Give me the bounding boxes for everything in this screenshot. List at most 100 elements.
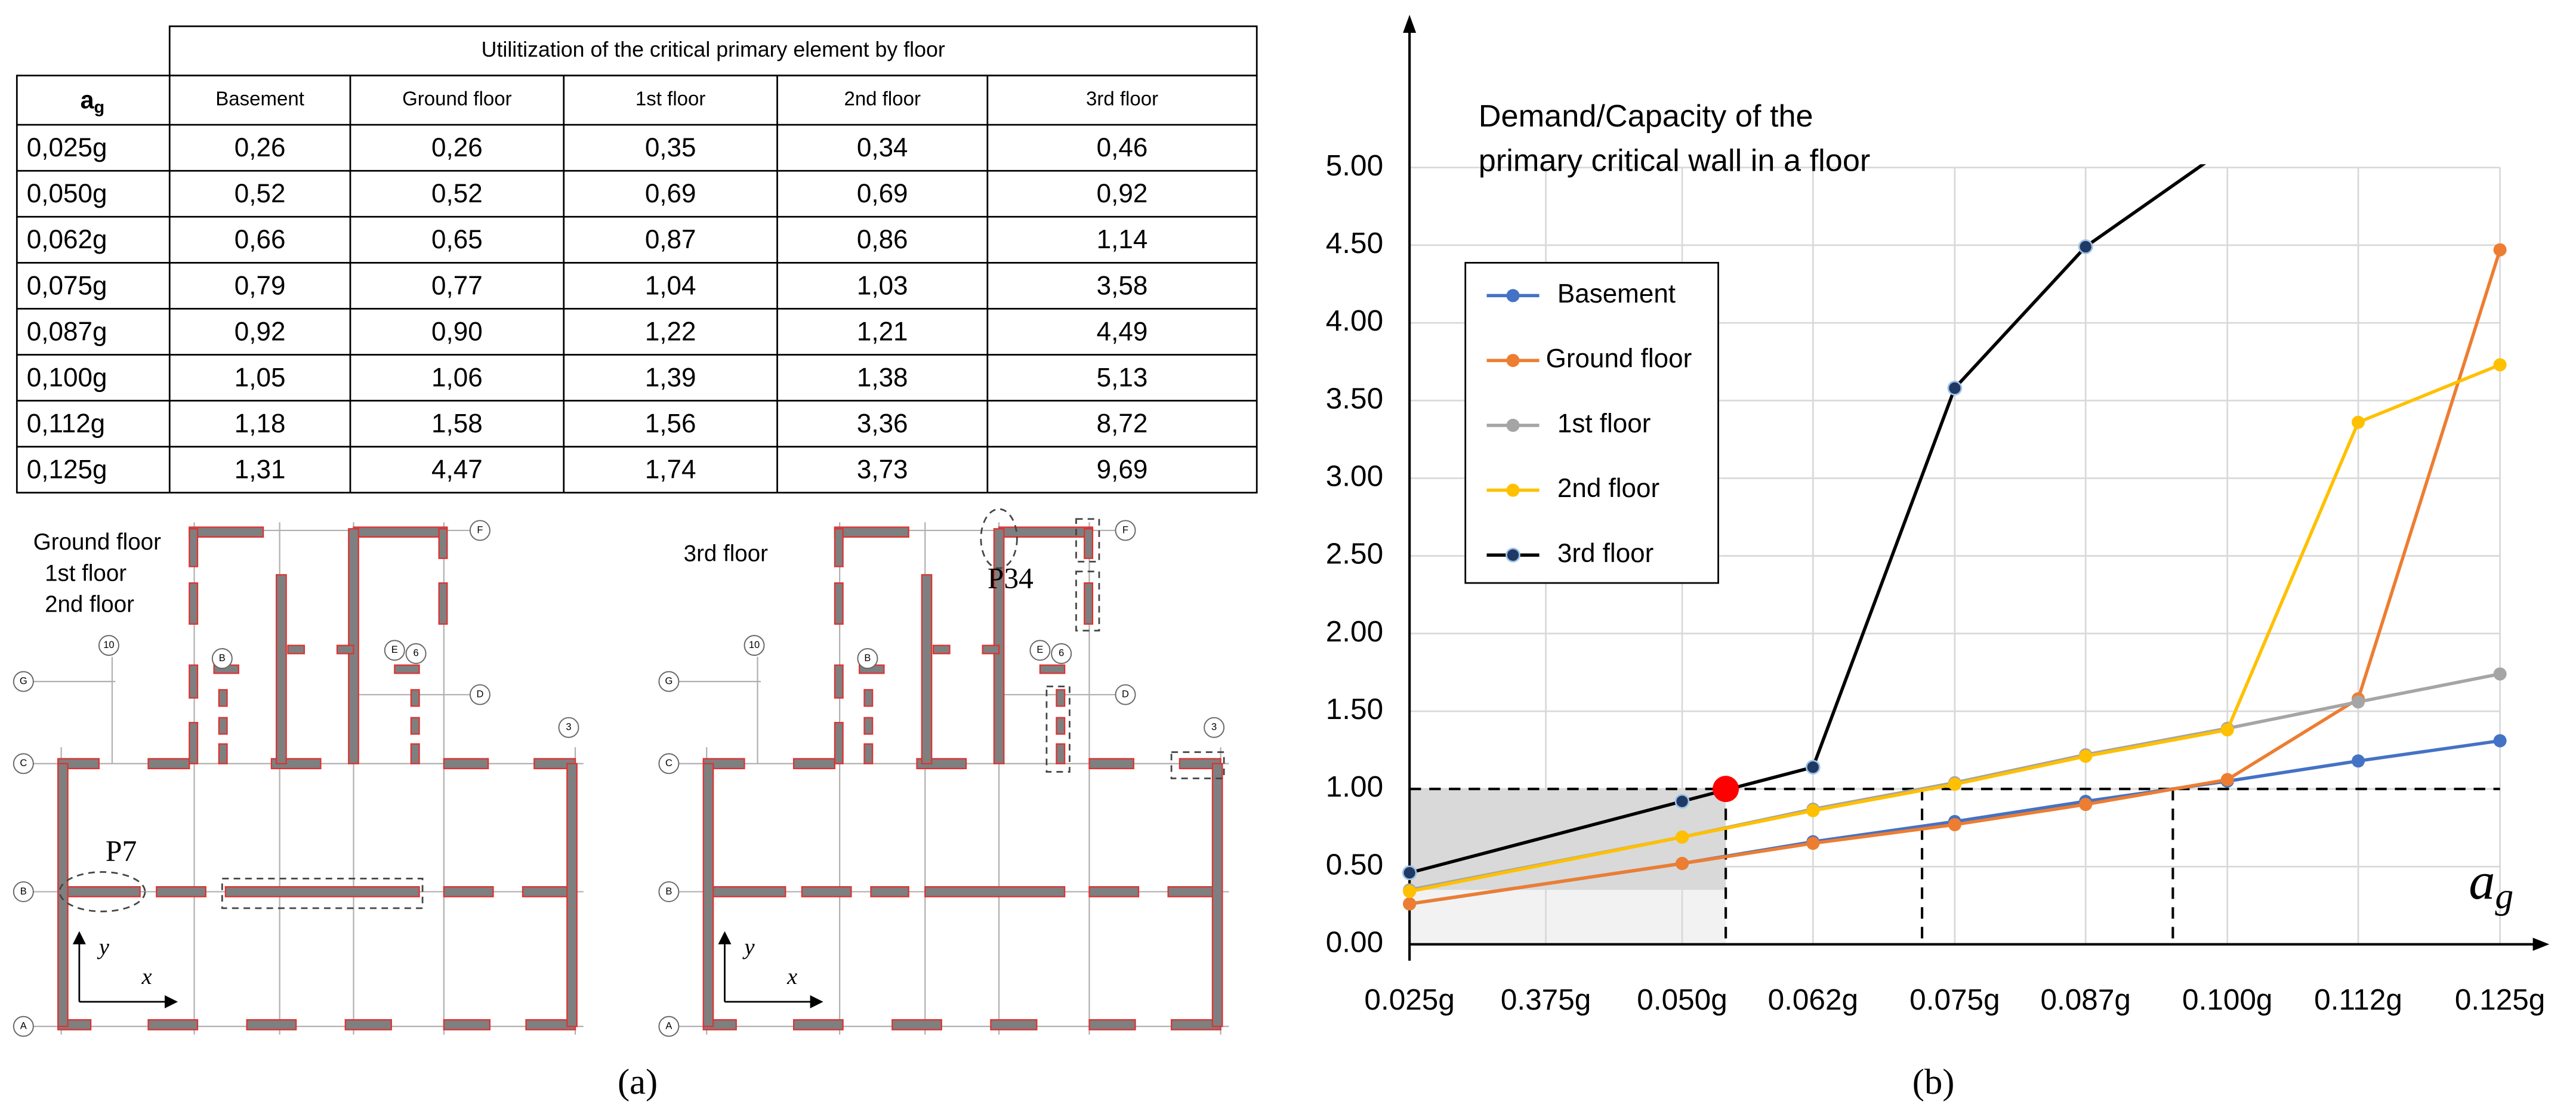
table-cell: 0,062g [27, 225, 107, 254]
grid-bubble-label: A [665, 1020, 672, 1031]
data-point [1947, 381, 1963, 396]
y-tick-label: 1.00 [1326, 770, 1383, 803]
wall [189, 528, 199, 567]
axis-name: x [786, 964, 797, 989]
legend-marker [1506, 483, 1520, 497]
x-tick-label: 0.100g [2182, 983, 2272, 1016]
wall [834, 582, 844, 625]
data-point [2352, 695, 2365, 709]
wall [147, 758, 190, 770]
grid-bubble [1029, 640, 1051, 661]
wall [443, 886, 494, 897]
x-tick-label: 0.050g [1637, 983, 1727, 1016]
table-cell: 0,075g [27, 271, 107, 300]
wall [1088, 1019, 1136, 1030]
table-cell: 9,69 [1097, 455, 1148, 485]
wall [1056, 743, 1066, 764]
data-point [1674, 794, 1690, 809]
table-cell: 1,06 [431, 363, 483, 392]
table-cell: 8,72 [1097, 409, 1148, 438]
y-tick-label: 1.50 [1326, 693, 1383, 726]
grid-bubble-label: B [665, 886, 672, 897]
wall [863, 689, 874, 707]
table-cell: 0,90 [431, 317, 483, 346]
grid-bubble [558, 717, 579, 738]
grid-bubble-label: G [665, 676, 672, 687]
shaded-area-light [1409, 890, 1726, 945]
grid-bubble-label: 3 [566, 722, 571, 733]
x-tick-label: 0.125g [2455, 983, 2545, 1016]
wall [870, 886, 909, 897]
wall [863, 743, 874, 764]
legend-marker [1506, 547, 1520, 563]
table-cell: 1,03 [857, 271, 908, 300]
y-tick-label: 5.00 [1326, 149, 1383, 182]
table-cell: 0,34 [857, 133, 908, 162]
grid-bubble-label: D [476, 689, 483, 700]
element-label: P7 [106, 835, 137, 868]
wall [65, 886, 141, 897]
series-line [1409, 249, 2502, 906]
column-header: 2nd floor [844, 88, 920, 110]
table-cell: 3,73 [857, 455, 908, 485]
highlight-ellipse [980, 508, 1018, 569]
data-point [2493, 667, 2507, 681]
grid-bubble-label: G [20, 676, 27, 687]
wall [1211, 763, 1223, 1028]
wall [410, 717, 420, 735]
x-axis-label-sub: g [2495, 876, 2513, 917]
data-point [2352, 754, 2365, 768]
table-cell: 1,14 [1097, 225, 1148, 254]
wall [410, 743, 420, 764]
x-axis-arrow [2532, 937, 2550, 951]
wall [1056, 689, 1066, 707]
wall [189, 582, 199, 625]
x-axis-label-main: a [2469, 853, 2495, 911]
wall [834, 528, 844, 567]
data-point [2220, 723, 2234, 737]
grid-bubble [211, 648, 233, 669]
table-cell: 4,47 [431, 455, 483, 485]
table-cell: 0,26 [431, 133, 483, 162]
column-header: 3rd floor [1086, 88, 1158, 110]
series-line [1409, 363, 2501, 893]
table-cell: 0,025g [27, 133, 107, 162]
data-point [2079, 749, 2093, 763]
wall [834, 526, 909, 538]
grid-bubble-label: 10 [749, 640, 760, 650]
grid-bubble [857, 648, 878, 669]
y-axis-arrow [1403, 14, 1417, 33]
table-cell: 0,69 [645, 179, 696, 208]
wall [218, 689, 228, 707]
grid-bubble-label: E [391, 644, 398, 655]
wall [1088, 886, 1140, 897]
highlight-box [1075, 570, 1100, 632]
legend-marker [1506, 354, 1520, 368]
wall [410, 689, 420, 707]
axis-name: x [141, 964, 152, 989]
table-cell: 1,58 [431, 409, 483, 438]
wall [982, 644, 1000, 655]
table-cell: 1,21 [857, 317, 908, 346]
wall [702, 763, 714, 1028]
y-tick-label: 3.50 [1326, 382, 1383, 415]
wall [276, 574, 287, 764]
grid-bubble [405, 643, 427, 664]
grid-bubble-label: C [665, 758, 672, 769]
y-tick-label: 2.50 [1326, 538, 1383, 570]
wall [990, 1019, 1038, 1030]
table-body [16, 75, 1258, 494]
grid-bubble [1115, 520, 1136, 541]
wall [438, 528, 448, 559]
wall [438, 582, 448, 625]
data-point [1403, 897, 1417, 911]
grid-bubble-label: 10 [103, 640, 114, 650]
wall [394, 664, 420, 674]
wall [156, 886, 206, 897]
grid-bubble-label: F [477, 524, 483, 535]
table-cell: 0,125g [27, 455, 107, 485]
table-cell: 0,66 [235, 225, 286, 254]
y-tick-label: 3.00 [1326, 460, 1383, 493]
table-corner-sub: g [94, 98, 105, 117]
